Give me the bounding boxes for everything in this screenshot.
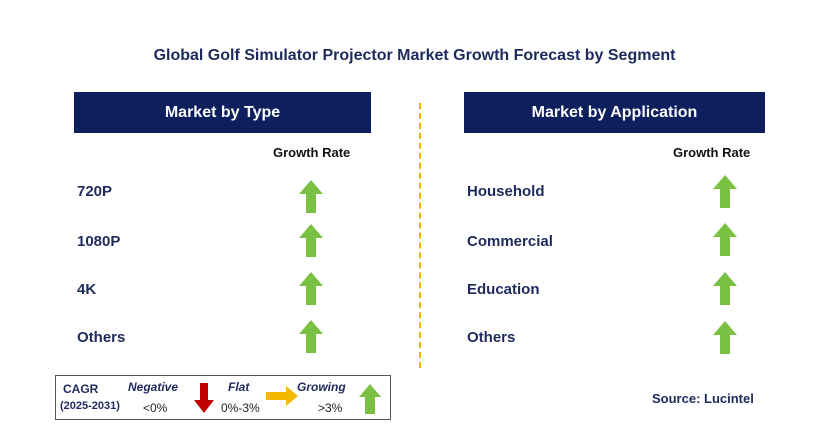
application-panel-header-label: Market by Application <box>531 103 698 121</box>
panel-divider <box>419 103 421 368</box>
growing-arrow-icon <box>299 320 323 353</box>
legend-negative-label: Negative <box>128 380 179 394</box>
legend-growing-range: >3% <box>318 401 343 415</box>
legend-flat-label: Flat <box>228 380 250 394</box>
legend: CAGR (2025-2031) Negative <0% Flat 0%-3%… <box>55 375 391 420</box>
growing-arrow-icon <box>359 384 381 414</box>
type-growth-rate-label: Growth Rate <box>273 145 351 160</box>
application-growth-rate-label: Growth Rate <box>673 145 751 160</box>
type-panel-header: Market by Type <box>74 92 371 133</box>
legend-growing-label: Growing <box>297 380 346 394</box>
negative-arrow-icon <box>194 383 214 413</box>
chart-title: Global Golf Simulator Projector Market G… <box>153 47 676 64</box>
flat-arrow-icon <box>266 386 298 406</box>
legend-cagr-label: CAGR <box>63 382 99 396</box>
legend-negative-range: <0% <box>143 401 168 415</box>
application-row-label: Commercial <box>467 233 553 250</box>
legend-flat-range: 0%-3% <box>221 401 260 415</box>
legend-period-label: (2025-2031) <box>60 400 120 412</box>
growing-arrow-icon <box>713 272 737 305</box>
growing-arrow-icon <box>299 180 323 213</box>
source-label: Source: Lucintel <box>652 391 754 406</box>
growing-arrow-icon <box>713 321 737 354</box>
growing-arrow-icon <box>299 272 323 305</box>
application-row-label: Others <box>467 329 516 346</box>
application-row-label: Household <box>467 183 545 200</box>
growing-arrow-icon <box>299 224 323 257</box>
growing-arrow-icon <box>713 175 737 208</box>
growing-arrow-icon <box>713 223 737 256</box>
application-panel-header: Market by Application <box>464 92 765 133</box>
type-row-label: 1080P <box>77 233 121 250</box>
type-row-label: 720P <box>77 183 113 200</box>
type-panel-header-label: Market by Type <box>164 103 281 121</box>
type-row-label: 4K <box>77 281 97 298</box>
type-row-label: Others <box>77 329 126 346</box>
application-row-label: Education <box>467 281 540 298</box>
